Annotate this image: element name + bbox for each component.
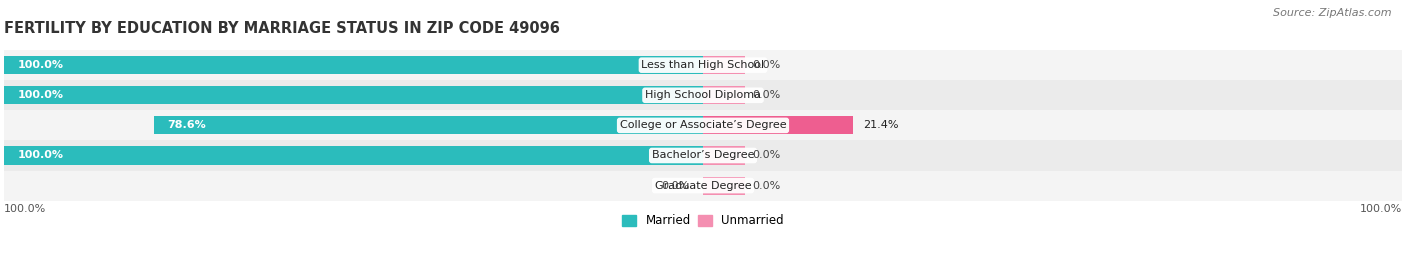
Text: 100.0%: 100.0% xyxy=(18,150,65,161)
Text: High School Diploma: High School Diploma xyxy=(645,90,761,100)
Text: Bachelor’s Degree: Bachelor’s Degree xyxy=(652,150,754,161)
Text: College or Associate’s Degree: College or Associate’s Degree xyxy=(620,121,786,130)
Text: 0.0%: 0.0% xyxy=(752,60,780,70)
Text: 0.0%: 0.0% xyxy=(752,180,780,190)
Text: 78.6%: 78.6% xyxy=(167,121,207,130)
Text: Less than High School: Less than High School xyxy=(641,60,765,70)
Bar xyxy=(4,146,703,165)
Text: FERTILITY BY EDUCATION BY MARRIAGE STATUS IN ZIP CODE 49096: FERTILITY BY EDUCATION BY MARRIAGE STATU… xyxy=(4,21,560,36)
Text: 0.0%: 0.0% xyxy=(752,150,780,161)
Bar xyxy=(4,56,703,74)
Text: 0.0%: 0.0% xyxy=(752,90,780,100)
Bar xyxy=(4,171,1402,201)
Text: 0.0%: 0.0% xyxy=(661,180,689,190)
Text: Source: ZipAtlas.com: Source: ZipAtlas.com xyxy=(1274,8,1392,18)
Bar xyxy=(703,176,731,194)
Bar xyxy=(703,116,852,134)
Text: 100.0%: 100.0% xyxy=(1360,204,1402,214)
Bar xyxy=(703,86,745,104)
Bar xyxy=(4,110,1402,140)
Text: 100.0%: 100.0% xyxy=(18,60,65,70)
Bar xyxy=(703,56,745,74)
Bar xyxy=(4,50,1402,80)
Legend: Married, Unmarried: Married, Unmarried xyxy=(617,210,789,232)
Bar xyxy=(4,140,1402,171)
Text: Graduate Degree: Graduate Degree xyxy=(655,180,751,190)
Bar xyxy=(703,176,745,194)
Bar xyxy=(703,146,745,165)
Text: 100.0%: 100.0% xyxy=(4,204,46,214)
Bar xyxy=(4,86,703,104)
Text: 100.0%: 100.0% xyxy=(18,90,65,100)
Bar xyxy=(4,80,1402,110)
Bar xyxy=(153,116,703,134)
Text: 21.4%: 21.4% xyxy=(863,121,898,130)
